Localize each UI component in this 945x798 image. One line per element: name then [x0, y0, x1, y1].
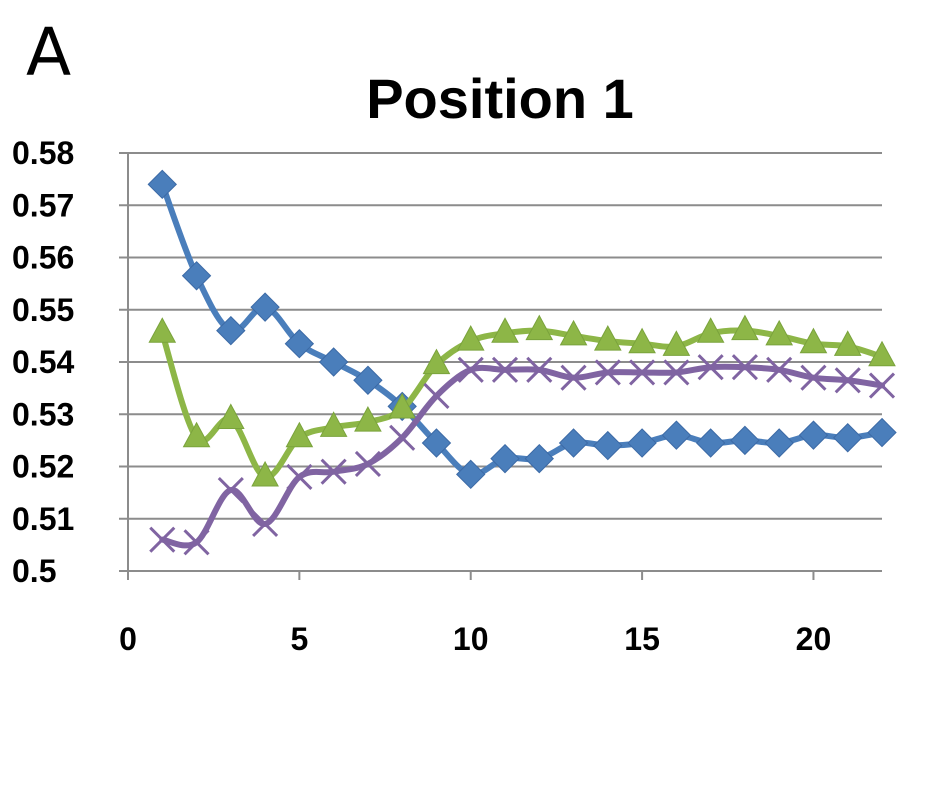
series-line — [159, 327, 885, 480]
data-point — [216, 403, 245, 429]
data-point — [593, 325, 622, 351]
y-tick-labels: 0.5 0.51 0.52 0.53 0.54 0.55 0.56 0.57 0.58 — [12, 135, 74, 589]
data-point — [183, 529, 210, 556]
y-tick-label: 0.54 — [12, 344, 74, 380]
data-point — [491, 356, 519, 383]
data-point — [353, 365, 383, 395]
series-2 — [148, 314, 896, 487]
data-point — [147, 169, 177, 200]
data-point — [181, 261, 212, 291]
data-point — [594, 359, 621, 386]
data-point — [251, 460, 279, 487]
data-point — [730, 425, 760, 456]
data-point — [490, 443, 520, 474]
data-point — [834, 367, 861, 394]
data-point — [731, 314, 759, 341]
data-point — [766, 356, 793, 383]
chart-title: Position 1 — [366, 67, 634, 130]
data-point — [149, 526, 176, 553]
y-tick-label: 0.58 — [12, 135, 74, 171]
data-point — [560, 364, 587, 391]
data-point — [250, 292, 280, 322]
data-point — [524, 443, 554, 474]
data-point — [285, 421, 314, 448]
axes — [119, 152, 882, 580]
data-point — [320, 458, 347, 485]
y-tick-label: 0.52 — [12, 449, 74, 485]
data-point — [423, 382, 450, 410]
data-point — [868, 340, 896, 367]
panel-letter: A — [26, 14, 72, 91]
series-3 — [149, 354, 896, 556]
data-point — [798, 420, 829, 450]
x-tick-label: 10 — [453, 621, 489, 657]
data-point — [628, 327, 656, 354]
y-tick-label: 0.53 — [12, 396, 74, 432]
data-point — [765, 319, 794, 346]
data-point — [148, 317, 177, 343]
y-tick-label: 0.56 — [12, 240, 74, 276]
data-point — [457, 356, 484, 383]
data-point — [286, 463, 313, 491]
data-point — [491, 317, 519, 343]
data-point — [354, 406, 382, 432]
data-point — [525, 314, 554, 341]
data-point — [389, 424, 416, 451]
data-point — [284, 329, 315, 359]
data-point — [526, 356, 553, 383]
data-point — [833, 330, 862, 356]
data-point — [593, 430, 623, 461]
data-point — [867, 417, 897, 448]
data-point — [695, 428, 726, 458]
data-point — [559, 319, 588, 346]
data-point — [663, 359, 690, 386]
y-tick-label: 0.55 — [12, 292, 74, 328]
y-tick-label: 0.5 — [12, 553, 56, 589]
data-point — [662, 330, 691, 356]
y-tick-label: 0.51 — [12, 501, 74, 537]
data-point — [319, 411, 348, 437]
x-tick-label: 15 — [624, 621, 660, 657]
data-point — [868, 372, 896, 399]
data-point — [252, 510, 279, 538]
data-point — [697, 354, 724, 381]
data-point — [217, 476, 244, 504]
x-tick-label: 5 — [290, 621, 308, 657]
x-tick-label: 20 — [796, 621, 832, 657]
y-tick-label: 0.57 — [12, 187, 74, 223]
data-point — [456, 325, 485, 351]
data-point — [696, 317, 725, 343]
data-point — [731, 354, 758, 381]
data-point — [661, 420, 692, 450]
data-point — [354, 450, 381, 477]
data-point — [799, 327, 828, 354]
data-point — [558, 428, 589, 458]
data-point — [627, 428, 657, 458]
data-point — [421, 428, 452, 458]
data-point — [182, 421, 211, 448]
x-tick-labels: 0 5 10 15 20 — [119, 621, 831, 657]
data-point — [388, 392, 417, 419]
data-point — [629, 359, 656, 386]
data-point — [456, 459, 486, 490]
data-point — [833, 423, 863, 453]
data-point — [800, 364, 827, 391]
data-point — [318, 347, 349, 377]
data-point — [422, 348, 451, 375]
data-point — [216, 315, 246, 346]
x-tick-label: 0 — [119, 621, 137, 657]
data-point — [764, 428, 794, 458]
series-layer — [147, 169, 897, 556]
